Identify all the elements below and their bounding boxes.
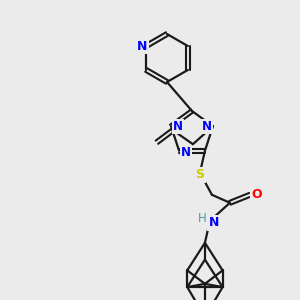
Text: S: S (195, 168, 204, 181)
Text: N: N (181, 146, 191, 159)
Text: O: O (252, 188, 262, 201)
Text: H: H (198, 212, 206, 225)
Text: N: N (202, 120, 212, 133)
Text: N: N (137, 40, 147, 52)
Text: N: N (209, 216, 219, 229)
Text: N: N (173, 120, 183, 133)
